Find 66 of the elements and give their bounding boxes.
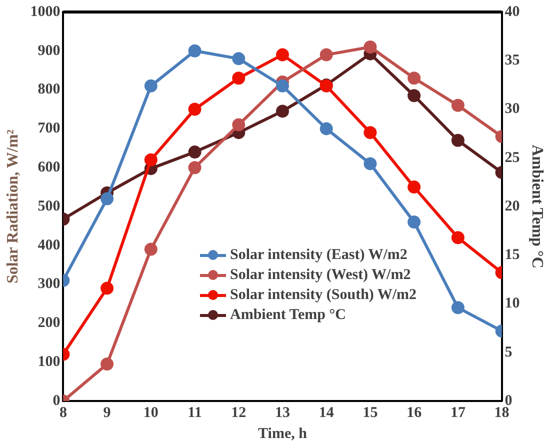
point: [364, 157, 377, 170]
legend-label: Ambient Temp °C: [230, 306, 346, 324]
y-tick-label: 1000: [30, 4, 60, 20]
point: [188, 44, 202, 58]
y2-tick-label: 35: [504, 52, 520, 68]
y-tick-label: 200: [38, 315, 60, 332]
x-tick-label: 9: [103, 404, 111, 421]
point: [100, 282, 114, 295]
x-tick-label: 18: [494, 404, 510, 421]
y-tick-label: 600: [38, 159, 60, 176]
x-tick-label: 11: [188, 404, 202, 421]
x-tick-label: 17: [450, 404, 466, 421]
x-tick-label: 13: [275, 404, 290, 421]
point: [188, 146, 202, 159]
x-tick-label: 10: [143, 404, 158, 421]
x-tick-label: 14: [318, 404, 334, 421]
y2-tick-label: 15: [504, 247, 520, 263]
y-tick-label: 500: [38, 198, 60, 214]
y-tick-label: 300: [38, 276, 60, 292]
y-tick-label: 900: [38, 42, 60, 59]
point: [232, 118, 246, 132]
point: [188, 102, 202, 116]
y-tick-label: 400: [38, 237, 60, 254]
point: [276, 48, 289, 62]
y-tick-label: 0: [52, 392, 60, 409]
x-axis-title: Time, h: [258, 426, 308, 442]
y-tick-label: 700: [38, 120, 60, 137]
point: [451, 231, 464, 244]
x-tick-label: 12: [231, 404, 246, 421]
y2-tick-label: 10: [504, 296, 520, 312]
point: [232, 72, 246, 85]
point: [144, 242, 158, 256]
legend-label: Solar intensity (West) W/m2: [230, 266, 411, 284]
point: [408, 180, 421, 194]
point: [188, 161, 202, 174]
y2-axis-title: Ambient Temp °C: [528, 144, 546, 268]
point: [100, 358, 114, 371]
point: [451, 301, 464, 314]
y-axis-title: Solar Radiation, W/m²: [4, 129, 22, 284]
point: [232, 52, 246, 66]
point: [364, 40, 377, 54]
point: [144, 153, 158, 166]
point: [451, 134, 464, 147]
point: [100, 192, 114, 206]
point: [144, 79, 158, 92]
point: [320, 48, 333, 62]
y2-tick-label: 25: [504, 150, 520, 166]
x-tick-label: 8: [59, 404, 67, 421]
x-tick-label: 15: [362, 404, 378, 421]
point: [408, 216, 421, 229]
x-tick-label: 16: [406, 404, 422, 421]
point: [320, 122, 333, 136]
point: [276, 79, 289, 92]
point: [451, 98, 464, 112]
y2-tick-label: 30: [504, 101, 520, 118]
y2-tick-label: 20: [504, 198, 520, 214]
y-tick-label: 100: [38, 354, 60, 370]
y2-tick-label: 40: [504, 4, 520, 20]
legend-label: Solar intensity (South) W/m2: [230, 286, 417, 304]
point: [364, 126, 377, 140]
y2-tick-label: 5: [504, 344, 512, 360]
point: [408, 72, 421, 85]
point: [276, 104, 289, 118]
y-tick-label: 800: [38, 82, 60, 98]
legend-label: Solar intensity (East) W/m2: [230, 246, 408, 264]
point: [408, 89, 421, 102]
